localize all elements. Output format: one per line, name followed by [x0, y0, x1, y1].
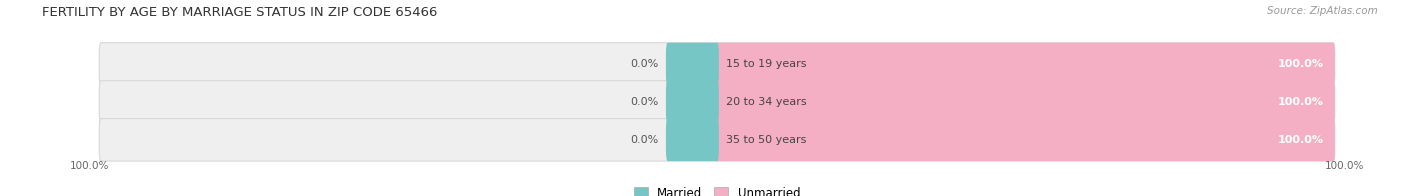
Text: FERTILITY BY AGE BY MARRIAGE STATUS IN ZIP CODE 65466: FERTILITY BY AGE BY MARRIAGE STATUS IN Z…	[42, 6, 437, 19]
FancyBboxPatch shape	[100, 119, 718, 161]
Text: 0.0%: 0.0%	[630, 59, 658, 69]
Legend: Married, Unmarried: Married, Unmarried	[634, 187, 800, 196]
Text: 35 to 50 years: 35 to 50 years	[727, 135, 807, 145]
FancyBboxPatch shape	[100, 43, 718, 85]
Text: 0.0%: 0.0%	[630, 135, 658, 145]
Text: 0.0%: 0.0%	[630, 97, 658, 107]
Text: 100.0%: 100.0%	[1278, 135, 1324, 145]
Text: 100.0%: 100.0%	[1278, 97, 1324, 107]
FancyBboxPatch shape	[716, 43, 1334, 85]
Text: 15 to 19 years: 15 to 19 years	[727, 59, 807, 69]
FancyBboxPatch shape	[100, 81, 718, 123]
FancyBboxPatch shape	[716, 119, 1334, 161]
Text: 100.0%: 100.0%	[1324, 161, 1364, 171]
FancyBboxPatch shape	[716, 81, 1334, 123]
Text: Source: ZipAtlas.com: Source: ZipAtlas.com	[1267, 6, 1378, 16]
FancyBboxPatch shape	[666, 43, 718, 85]
FancyBboxPatch shape	[716, 81, 1334, 123]
Text: 100.0%: 100.0%	[1278, 59, 1324, 69]
FancyBboxPatch shape	[666, 119, 718, 161]
FancyBboxPatch shape	[666, 81, 718, 123]
FancyBboxPatch shape	[716, 43, 1334, 85]
FancyBboxPatch shape	[716, 119, 1334, 161]
Text: 20 to 34 years: 20 to 34 years	[727, 97, 807, 107]
Text: 100.0%: 100.0%	[70, 161, 110, 171]
